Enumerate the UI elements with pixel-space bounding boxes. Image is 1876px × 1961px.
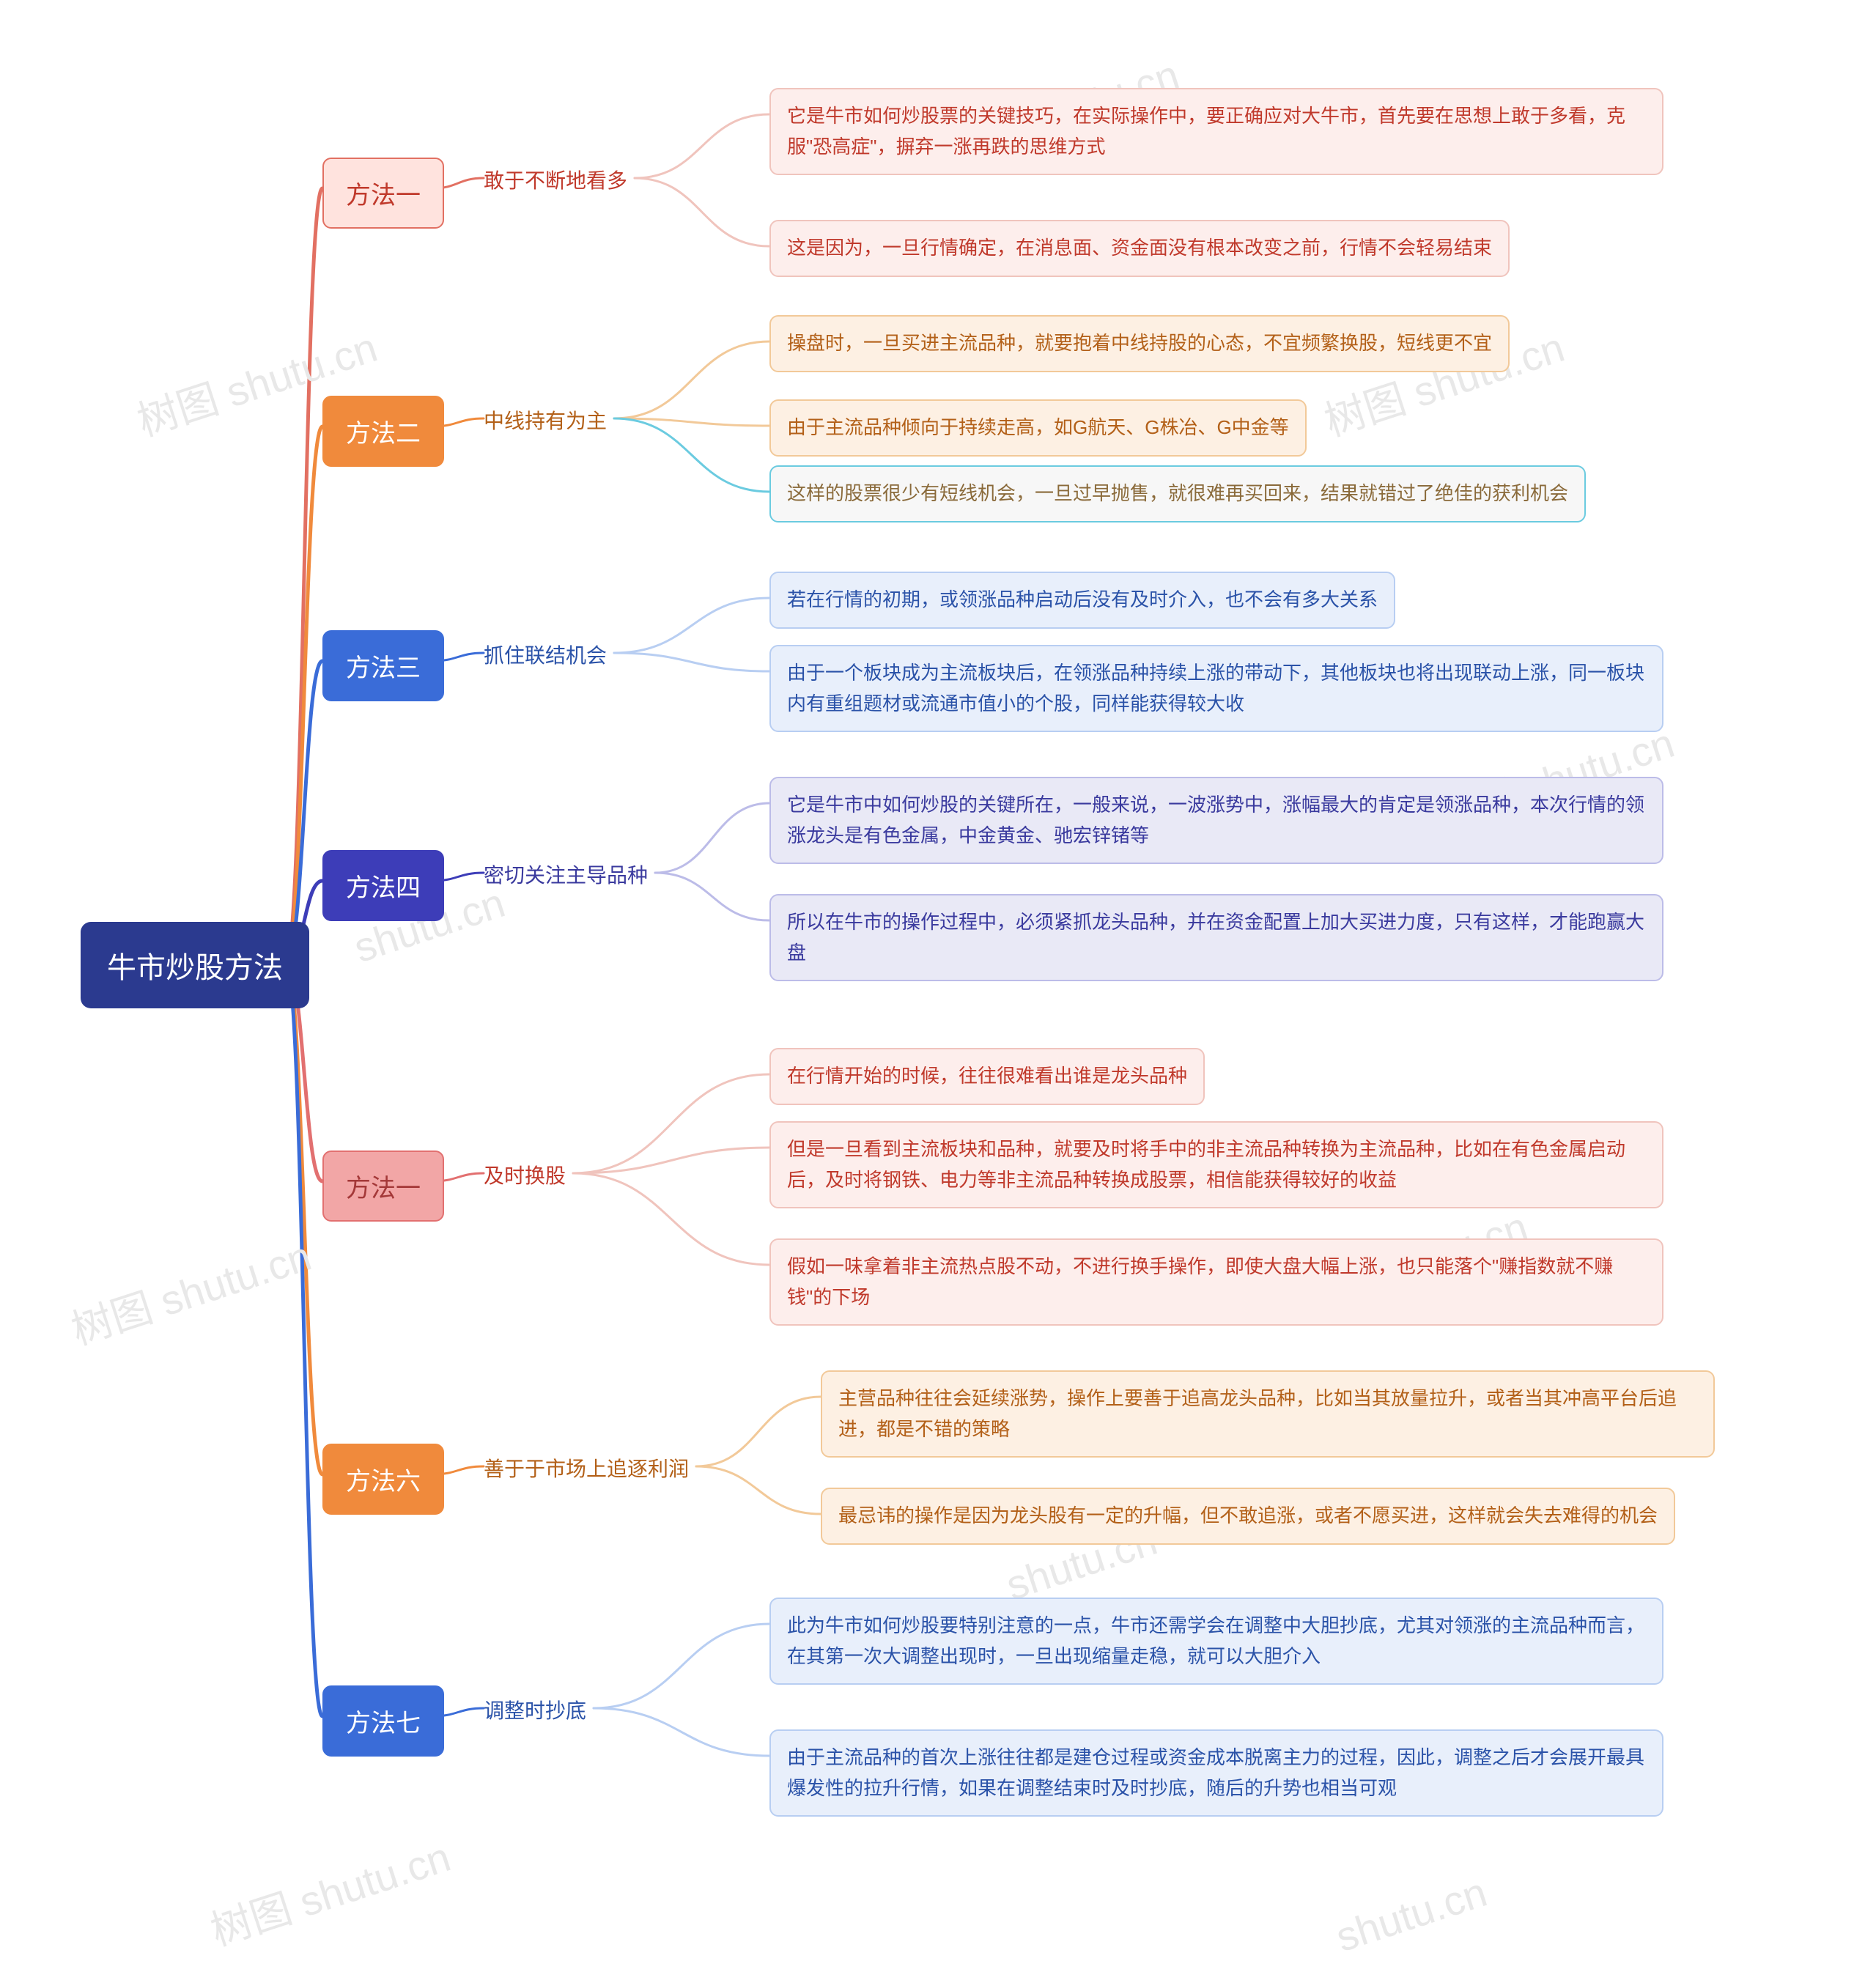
leaf-b2-2: 这样的股票很少有短线机会，一旦过早抛售，就很难再买回来，结果就错过了绝佳的获利机… [769, 465, 1586, 522]
leaf-b5-0: 在行情开始的时候，往往很难看出谁是龙头品种 [769, 1048, 1205, 1105]
leaf-b5-1: 但是一旦看到主流板块和品种，就要及时将手中的非主流品种转换为主流品种，比如在有色… [769, 1121, 1663, 1208]
watermark: 树图 shutu.cn [63, 1224, 318, 1357]
watermark: shutu.cn [1330, 1868, 1492, 1961]
leaf-b1-1: 这是因为，一旦行情确定，在消息面、资金面没有根本改变之前，行情不会轻易结束 [769, 220, 1510, 277]
sub-b4: 密切关注主导品种 [484, 860, 648, 889]
root-node: 牛市炒股方法 [81, 922, 309, 1008]
branch-b6: 方法六 [322, 1444, 444, 1515]
sub-b3: 抓住联结机会 [484, 640, 607, 669]
leaf-b3-1: 由于一个板块成为主流板块后，在领涨品种持续上涨的带动下，其他板块也将出现联动上涨… [769, 645, 1663, 732]
leaf-b7-1: 由于主流品种的首次上涨往往都是建仓过程或资金成本脱离主力的过程，因此，调整之后才… [769, 1729, 1663, 1817]
leaf-b1-0: 它是牛市如何炒股票的关键技巧，在实际操作中，要正确应对大牛市，首先要在思想上敢于… [769, 88, 1663, 175]
leaf-b5-2: 假如一味拿着非主流热点股不动，不进行换手操作，即使大盘大幅上涨，也只能落个"赚指… [769, 1238, 1663, 1326]
leaf-b2-0: 操盘时，一旦买进主流品种，就要抱着中线持股的心态，不宜频繁换股，短线更不宜 [769, 315, 1510, 372]
leaf-b4-0: 它是牛市中如何炒股的关键所在，一般来说，一波涨势中，涨幅最大的肯定是领涨品种，本… [769, 777, 1663, 864]
leaf-b6-1: 最忌讳的操作是因为龙头股有一定的升幅，但不敢追涨，或者不愿买进，这样就会失去难得… [821, 1488, 1675, 1545]
sub-b7: 调整时抄底 [484, 1695, 586, 1724]
leaf-b6-0: 主营品种往往会延续涨势，操作上要善于追高龙头品种，比如当其放量拉升，或者当其冲高… [821, 1370, 1715, 1458]
branch-b3: 方法三 [322, 630, 444, 701]
sub-b5: 及时换股 [484, 1160, 566, 1189]
sub-b1: 敢于不断地看多 [484, 165, 627, 194]
branch-b2: 方法二 [322, 396, 444, 467]
leaf-b7-0: 此为牛市如何炒股要特别注意的一点，牛市还需学会在调整中大胆抄底，尤其对领涨的主流… [769, 1598, 1663, 1685]
branch-b7: 方法七 [322, 1685, 444, 1757]
leaf-b4-1: 所以在牛市的操作过程中，必须紧抓龙头品种，并在资金配置上加大买进力度，只有这样，… [769, 894, 1663, 981]
branch-b5: 方法一 [322, 1151, 444, 1222]
sub-b2: 中线持有为主 [484, 405, 607, 435]
branch-b1: 方法一 [322, 158, 444, 229]
watermark: 树图 shutu.cn [202, 1825, 457, 1958]
leaf-b3-0: 若在行情的初期，或领涨品种启动后没有及时介入，也不会有多大关系 [769, 572, 1395, 629]
sub-b6: 善于于市场上追逐利润 [484, 1453, 689, 1482]
leaf-b2-1: 由于主流品种倾向于持续走高，如G航天、G株冶、G中金等 [769, 399, 1307, 457]
branch-b4: 方法四 [322, 850, 444, 921]
